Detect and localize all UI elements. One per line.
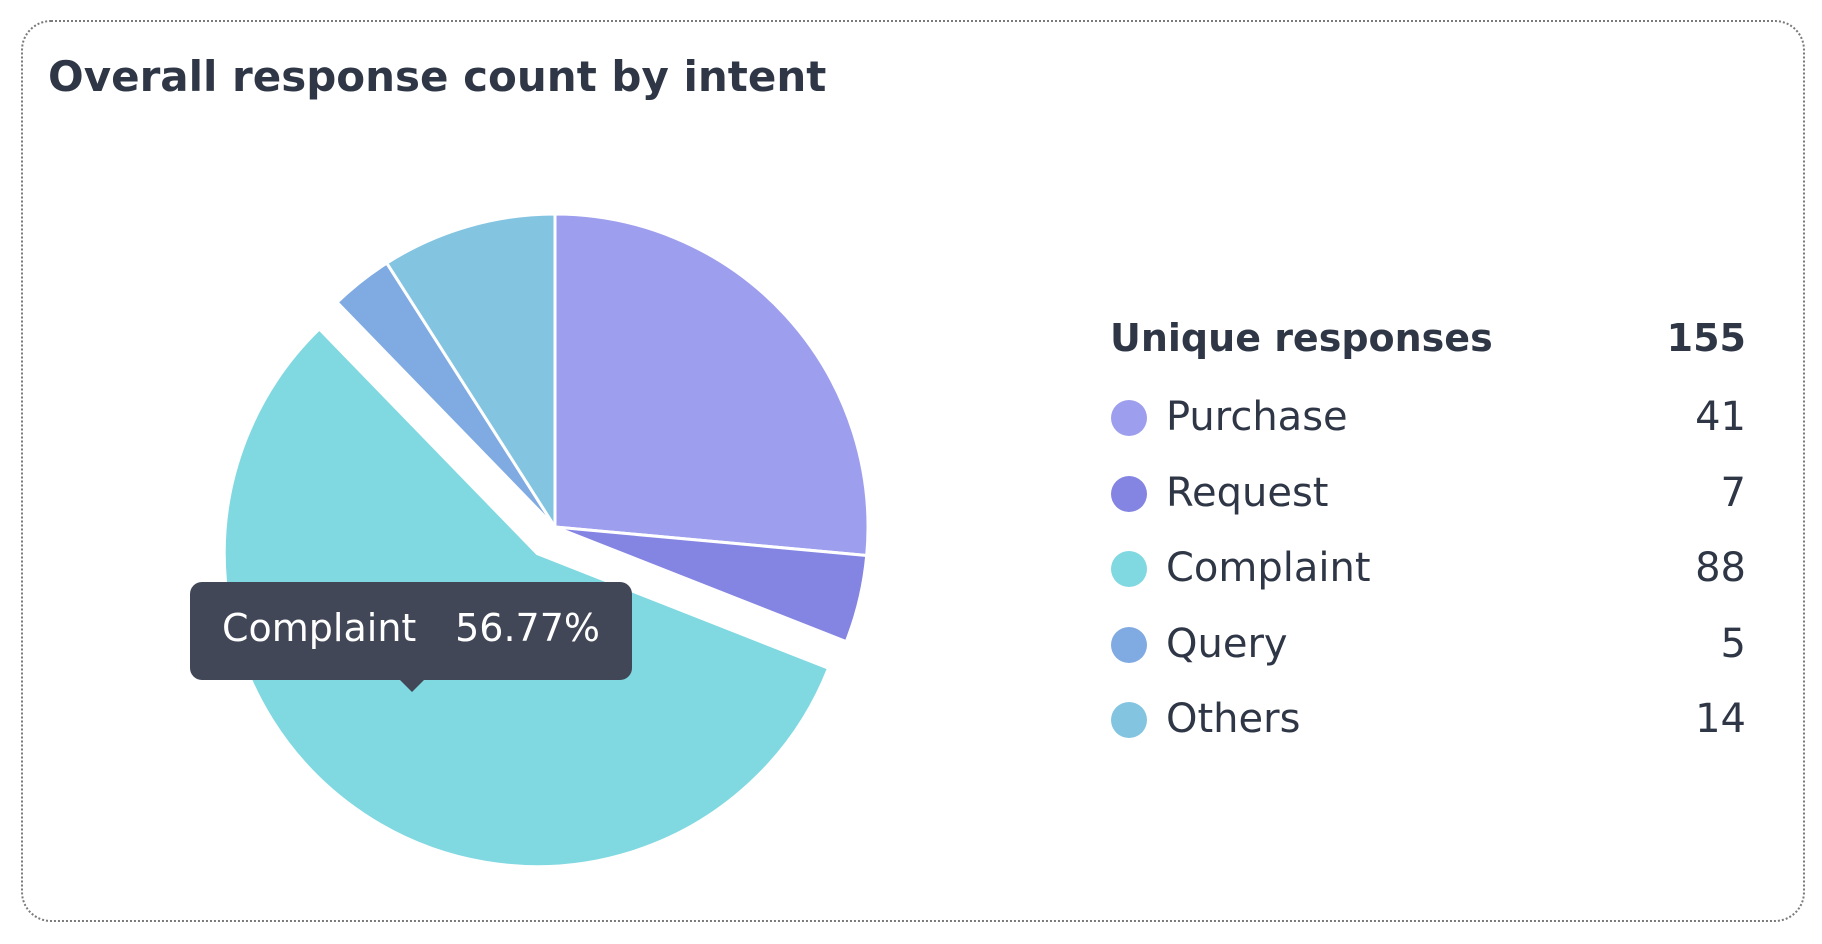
tooltip-arrow bbox=[400, 680, 424, 692]
chart-title: Overall response count by intent bbox=[48, 52, 827, 101]
legend-label-complaint: Complaint bbox=[1166, 545, 1371, 591]
legend-label-purchase: Purchase bbox=[1166, 394, 1348, 440]
pie-slice-others[interactable] bbox=[385, 212, 557, 529]
legend-label-request: Request bbox=[1166, 469, 1329, 516]
tooltip-value: 56.77% bbox=[455, 606, 600, 650]
legend-item-request[interactable]: Request 7 bbox=[1110, 446, 1746, 522]
legend-item-purchase[interactable]: Purchase 41 bbox=[1110, 370, 1746, 446]
legend-label-query: Query bbox=[1166, 620, 1288, 667]
pie-slice-request[interactable] bbox=[553, 525, 869, 644]
legend-value-query: 5 bbox=[1720, 620, 1746, 667]
legend-dot-query bbox=[1111, 626, 1147, 663]
legend-value-purchase: 41 bbox=[1695, 394, 1746, 440]
legend-item-others[interactable]: Others 14 bbox=[1110, 672, 1746, 748]
legend-dot-complaint bbox=[1111, 551, 1147, 587]
legend-value-request: 7 bbox=[1720, 469, 1746, 516]
pie-slice-purchase[interactable] bbox=[553, 212, 870, 558]
legend-header-total: 155 bbox=[1666, 316, 1746, 360]
legend-value-others: 14 bbox=[1695, 696, 1746, 742]
legend-header: Unique responses 155 bbox=[1110, 310, 1746, 370]
chart-legend: Unique responses 155 Purchase 41 Request… bbox=[1110, 310, 1746, 748]
legend-header-label: Unique responses bbox=[1110, 316, 1493, 360]
tooltip-label: Complaint bbox=[222, 606, 417, 650]
legend-dot-others bbox=[1111, 702, 1147, 738]
legend-item-complaint[interactable]: Complaint 88 bbox=[1110, 521, 1746, 597]
legend-dot-request bbox=[1111, 475, 1147, 512]
legend-dot-purchase bbox=[1111, 400, 1147, 436]
legend-label-others: Others bbox=[1166, 696, 1301, 742]
legend-value-complaint: 88 bbox=[1695, 545, 1746, 591]
legend-item-query[interactable]: Query 5 bbox=[1110, 597, 1746, 673]
chart-tooltip: Complaint 56.77% bbox=[190, 582, 632, 692]
